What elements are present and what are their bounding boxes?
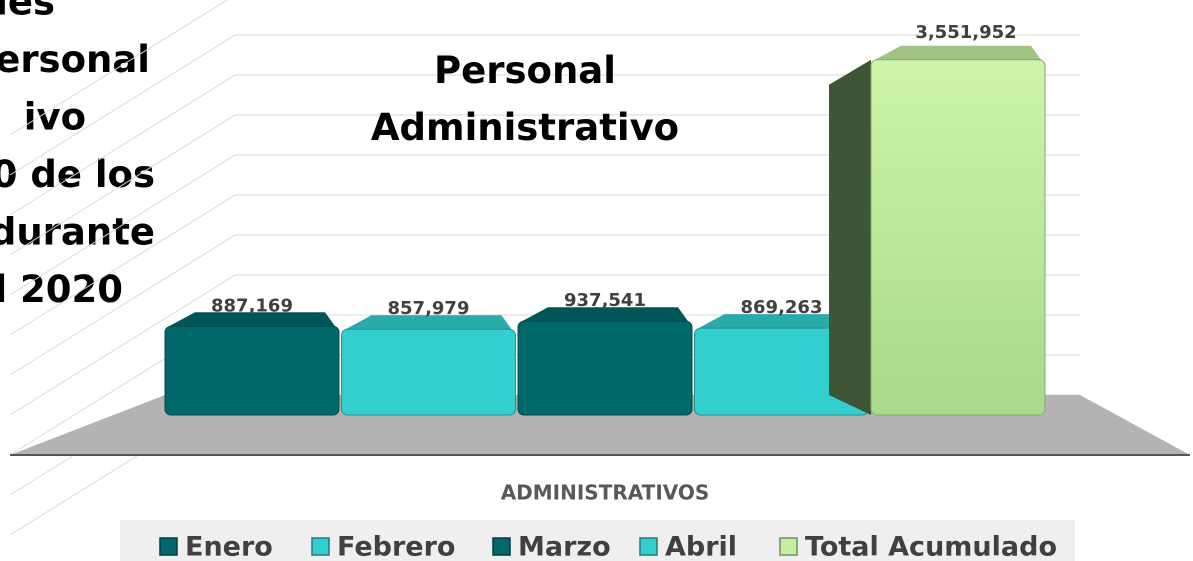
- bar-top: [345, 315, 512, 330]
- value-label: 887,169: [211, 295, 293, 316]
- side-text: durante: [0, 211, 155, 254]
- bar-top: [875, 45, 1041, 60]
- bar-top: [169, 312, 335, 327]
- legend-label: Abril: [665, 532, 737, 561]
- legend-swatch: [311, 537, 330, 556]
- chart-title: Personal Administrativo: [370, 49, 680, 149]
- x-axis-label: ADMINISTRATIVOS: [501, 481, 710, 505]
- legend-swatch: [779, 537, 798, 556]
- value-label: 857,979: [388, 298, 470, 319]
- legend-label: Enero: [185, 532, 273, 561]
- side-text: personal: [0, 38, 150, 81]
- legend-label: Febrero: [337, 532, 455, 561]
- bar-top: [522, 307, 688, 322]
- grid-line: [9, 0, 228, 136]
- legend-label: Marzo: [518, 532, 611, 561]
- grid-line: [9, 194, 1080, 336]
- side-text: ivo: [24, 96, 86, 139]
- bar: [517, 320, 693, 416]
- grid-line: [9, 114, 1080, 256]
- legend-background: [120, 520, 1075, 561]
- side-text: l 2020: [0, 268, 123, 311]
- bar: [164, 325, 340, 416]
- legend-label: Total Acumulado: [805, 532, 1057, 561]
- value-label: 869,263: [741, 297, 823, 318]
- legend-swatch: [639, 537, 658, 556]
- bar: [341, 328, 516, 416]
- bar-top: [698, 314, 865, 329]
- grid-line: [9, 34, 1080, 176]
- grid-line: [9, 74, 1080, 216]
- bar: [870, 59, 1046, 416]
- grid-line: [9, 274, 1080, 416]
- legend-swatch: [159, 537, 178, 556]
- legend-swatch: [492, 537, 511, 556]
- grid-line: [9, 234, 1080, 376]
- side-text: 30 de los: [0, 153, 155, 196]
- value-label: 3,551,952: [915, 22, 1016, 43]
- side-text: les: [0, 0, 55, 24]
- grid-line: [9, 154, 1080, 296]
- value-label: 937,541: [564, 290, 646, 311]
- bar-side: [829, 59, 871, 415]
